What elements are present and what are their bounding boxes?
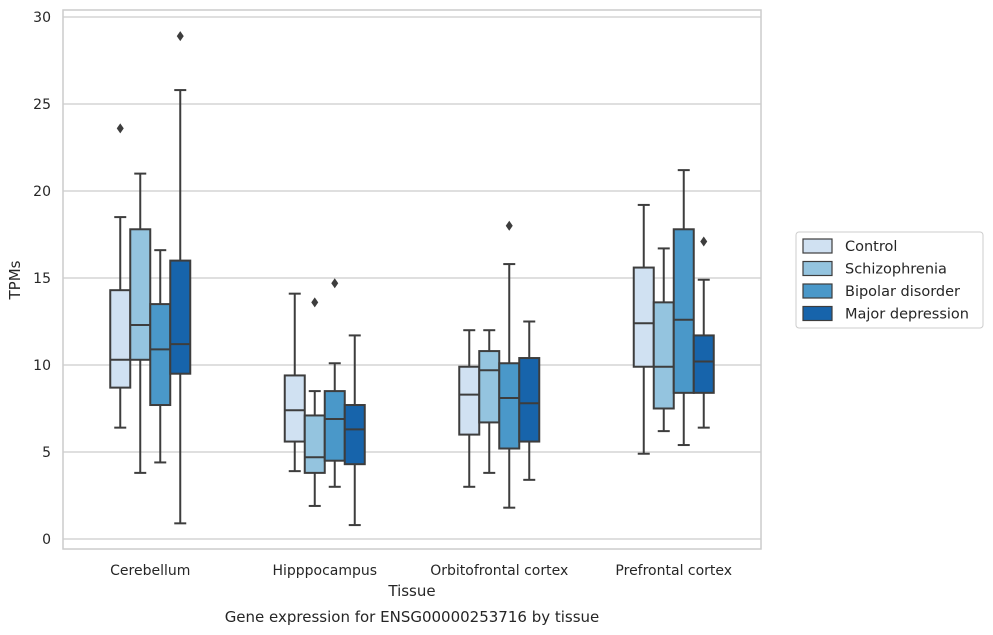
box-schizophrenia bbox=[478, 329, 501, 474]
outlier-marker bbox=[700, 236, 708, 247]
legend-swatch bbox=[802, 238, 833, 254]
x-tick-label: Cerebellum bbox=[110, 563, 190, 579]
legend-label: Schizophrenia bbox=[845, 262, 947, 278]
box-major-depression bbox=[692, 236, 715, 429]
iqr-box bbox=[283, 374, 306, 443]
y-tick-label: 10 bbox=[33, 358, 51, 374]
iqr-box bbox=[518, 357, 541, 443]
iqr-box bbox=[498, 362, 521, 450]
box-major-depression bbox=[518, 320, 541, 481]
plot-area-frame bbox=[62, 9, 762, 550]
y-axis-label: TPMs bbox=[6, 260, 24, 300]
box-bipolar-disorder bbox=[149, 249, 172, 464]
iqr-box bbox=[672, 228, 695, 394]
outlier-marker bbox=[116, 123, 124, 134]
box-schizophrenia bbox=[303, 297, 326, 507]
x-axis-tick-labels: Cerebellum Hipppocampus Orbitofrontal cort… bbox=[110, 563, 732, 579]
iqr-box bbox=[149, 303, 172, 407]
x-tick-label: Orbitofrontal cortex bbox=[430, 563, 568, 579]
legend-frame bbox=[795, 231, 984, 329]
y-tick-label: 15 bbox=[33, 271, 51, 287]
y-tick-label: 25 bbox=[33, 97, 51, 113]
box-bipolar-disorder bbox=[323, 278, 346, 488]
box-control bbox=[109, 123, 132, 429]
box-control bbox=[283, 292, 306, 473]
y-tick-label: 0 bbox=[42, 532, 51, 548]
iqr-box bbox=[109, 289, 132, 389]
y-tick-label: 5 bbox=[42, 445, 51, 461]
x-tick-label: Prefrontal cortex bbox=[615, 563, 732, 579]
box-control bbox=[458, 329, 481, 488]
legend-swatch bbox=[802, 283, 833, 299]
legend-label: Control bbox=[845, 239, 897, 255]
iqr-box bbox=[323, 390, 346, 462]
outlier-marker bbox=[311, 297, 319, 308]
outlier-marker bbox=[505, 220, 513, 231]
gridlines bbox=[63, 16, 761, 540]
box-schizophrenia bbox=[652, 247, 675, 433]
boxes bbox=[109, 31, 715, 527]
box-major-depression bbox=[343, 334, 366, 527]
box-schizophrenia bbox=[129, 172, 152, 474]
legend: Control Schizophrenia Bipolar disorder Majo… bbox=[795, 231, 984, 329]
box-bipolar-disorder bbox=[498, 220, 521, 509]
outlier-marker bbox=[331, 278, 339, 289]
iqr-box bbox=[343, 404, 366, 466]
iqr-box bbox=[458, 365, 481, 436]
box-control bbox=[632, 203, 655, 455]
iqr-box bbox=[478, 350, 501, 424]
y-tick-label: 20 bbox=[33, 184, 51, 200]
x-axis-label: Tissue bbox=[387, 582, 435, 600]
legend-label: Major depression bbox=[845, 307, 969, 323]
box-major-depression bbox=[169, 31, 192, 525]
iqr-box bbox=[169, 259, 192, 375]
iqr-box bbox=[692, 334, 715, 394]
legend-label: Bipolar disorder bbox=[845, 284, 960, 300]
iqr-box bbox=[303, 414, 326, 474]
chart-caption: Gene expression for ENSG00000253716 by t… bbox=[225, 608, 600, 626]
box-bipolar-disorder bbox=[672, 169, 695, 447]
iqr-box bbox=[652, 301, 675, 410]
outlier-marker bbox=[176, 31, 184, 42]
y-axis-tick-labels: 0 5 10 15 20 25 30 bbox=[33, 10, 51, 548]
iqr-box bbox=[632, 266, 655, 368]
y-tick-label: 30 bbox=[33, 10, 51, 26]
legend-swatch bbox=[802, 260, 833, 277]
legend-swatch bbox=[802, 305, 833, 322]
iqr-box bbox=[129, 228, 152, 361]
x-tick-label: Hipppocampus bbox=[272, 563, 377, 579]
